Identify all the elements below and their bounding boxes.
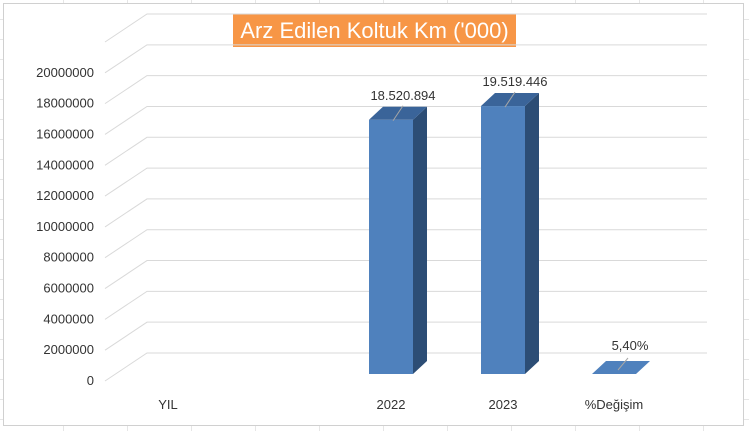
gridline bbox=[104, 44, 707, 74]
bar-side bbox=[525, 93, 539, 374]
y-tick-label: 2000000 bbox=[43, 342, 94, 357]
leader-line bbox=[617, 357, 629, 371]
bar-side bbox=[413, 106, 427, 374]
bar bbox=[481, 106, 525, 374]
x-tick-label: 2023 bbox=[489, 397, 518, 412]
y-tick-label: 8000000 bbox=[43, 250, 94, 265]
y-tick-label: 16000000 bbox=[36, 126, 94, 141]
data-label: 18.520.894 bbox=[370, 88, 435, 103]
y-tick-label: 12000000 bbox=[36, 188, 94, 203]
y-tick-label: 20000000 bbox=[36, 65, 94, 80]
y-tick-label: 0 bbox=[87, 373, 94, 388]
data-label: 19.519.446 bbox=[482, 74, 547, 89]
x-tick-label: %Değişim bbox=[585, 397, 644, 412]
x-tick-label: YIL bbox=[158, 397, 178, 412]
y-tick-label: 4000000 bbox=[43, 311, 94, 326]
leader-line bbox=[392, 105, 404, 122]
y-tick-label: 10000000 bbox=[36, 219, 94, 234]
bar bbox=[592, 361, 650, 374]
bar bbox=[369, 119, 413, 374]
y-tick-label: 18000000 bbox=[36, 96, 94, 111]
x-tick-label: 2022 bbox=[377, 397, 406, 412]
data-label: 5,40% bbox=[612, 338, 649, 353]
chart-title: Arz Edilen Koltuk Km ('000) bbox=[233, 14, 516, 47]
leader-line bbox=[504, 91, 516, 108]
gridline bbox=[104, 75, 707, 105]
y-tick-label: 6000000 bbox=[43, 281, 94, 296]
y-tick-label: 14000000 bbox=[36, 157, 94, 172]
gridline bbox=[104, 13, 707, 43]
